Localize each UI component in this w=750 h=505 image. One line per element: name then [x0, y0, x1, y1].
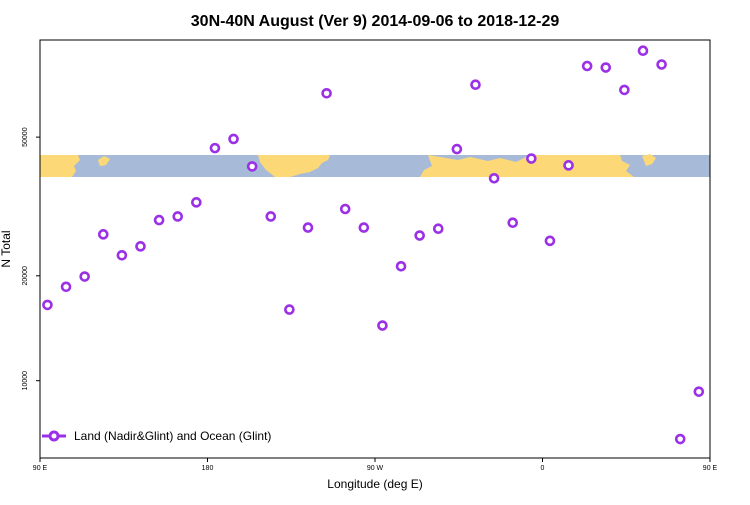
- data-points: [42, 45, 705, 445]
- data-point: [432, 223, 444, 235]
- legend-label: Land (Nadir&Glint) and Ocean (Glint): [74, 429, 271, 443]
- x-axis: 90 E 180 90 W 0 90 E: [33, 458, 718, 472]
- data-point: [172, 211, 184, 222]
- data-point: [507, 217, 519, 229]
- data-point: [339, 203, 351, 215]
- data-point: [321, 87, 332, 99]
- legend: Land (Nadir&Glint) and Ocean (Glint): [42, 429, 271, 443]
- data-point: [97, 229, 109, 240]
- data-point: [228, 133, 239, 145]
- data-point: [563, 160, 574, 171]
- data-point: [191, 197, 202, 208]
- data-point: [265, 211, 277, 222]
- data-point: [526, 153, 537, 164]
- map-land-eurasia-africa: [420, 155, 634, 177]
- data-point: [470, 79, 481, 91]
- y-tick-label: 10000: [22, 371, 29, 391]
- y-tick-label: 50000: [22, 127, 29, 147]
- map-land-asia-west: [40, 155, 80, 177]
- data-point: [60, 281, 72, 293]
- data-point: [544, 235, 556, 247]
- legend-marker: [48, 430, 60, 442]
- x-tick-label: 0: [541, 465, 545, 472]
- data-point: [116, 250, 128, 261]
- data-point: [135, 241, 146, 252]
- data-point: [656, 59, 667, 70]
- data-point: [284, 304, 295, 315]
- data-point: [637, 45, 649, 57]
- data-point: [600, 62, 612, 73]
- x-axis-label: Longitude (deg E): [327, 477, 422, 491]
- map-land-japan: [98, 156, 110, 166]
- data-point: [414, 230, 425, 241]
- y-tick-label: 20000: [22, 266, 29, 286]
- data-point: [209, 142, 221, 154]
- data-point: [153, 214, 165, 226]
- data-point: [619, 84, 630, 96]
- data-point: [674, 433, 686, 445]
- y-axis: 10000 20000 50000: [22, 127, 40, 390]
- y-axis-label: N Total: [0, 230, 13, 267]
- data-point: [581, 60, 593, 72]
- x-tick-label: 180: [202, 465, 214, 472]
- chart-title: 30N-40N August (Ver 9) 2014-09-06 to 201…: [191, 13, 560, 30]
- map-land-north-america: [258, 155, 330, 177]
- map-land-japan-east: [642, 154, 656, 166]
- world-map-strip: [40, 154, 710, 177]
- x-tick-label: 90 E: [33, 465, 48, 472]
- data-point: [488, 172, 500, 184]
- data-point: [42, 299, 53, 311]
- data-point: [395, 260, 407, 272]
- data-point: [302, 222, 314, 233]
- data-point: [693, 386, 705, 397]
- x-tick-label: 90 W: [367, 465, 384, 472]
- data-point: [79, 271, 90, 282]
- data-point: [358, 222, 370, 233]
- data-point: [451, 143, 463, 155]
- data-point: [377, 320, 388, 331]
- data-point: [246, 161, 258, 172]
- x-tick-label: 90 E: [703, 465, 718, 472]
